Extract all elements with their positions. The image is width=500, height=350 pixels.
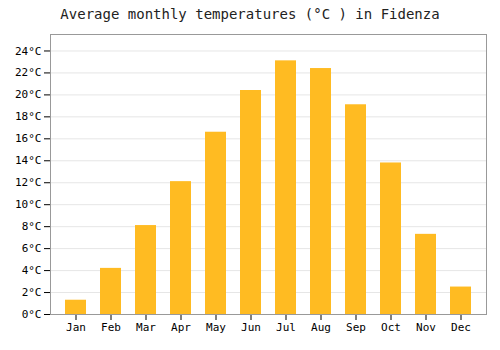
svg-text:14°C: 14°C [15, 154, 42, 167]
svg-text:16°C: 16°C [15, 132, 42, 145]
svg-text:10°C: 10°C [15, 198, 42, 211]
svg-text:May: May [206, 321, 226, 334]
svg-text:Nov: Nov [416, 321, 436, 334]
html-text:Average monthly temperatures (: Average monthly temperatures (°C ) in Fi… [60, 6, 440, 22]
svg-text:18°C: 18°C [15, 110, 42, 123]
svg-text:Feb: Feb [101, 321, 121, 334]
svg-text:0°C: 0°C [22, 308, 42, 321]
svg-text:Dec: Dec [451, 321, 471, 334]
svg-text:6°C: 6°C [22, 242, 42, 255]
svg-text:Jan: Jan [66, 321, 86, 334]
svg-text:4°C: 4°C [22, 264, 42, 277]
svg-text:Apr: Apr [171, 321, 191, 334]
svg-text:12°C: 12°C [15, 176, 42, 189]
svg-text:20°C: 20°C [15, 88, 42, 101]
svg-text:22°C: 22°C [15, 66, 42, 79]
svg-text:Sep: Sep [346, 321, 366, 334]
svg-text:8°C: 8°C [22, 220, 42, 233]
svg-text:24°C: 24°C [15, 44, 42, 57]
svg-text:2°C: 2°C [22, 286, 42, 299]
svg-text:Aug: Aug [311, 321, 331, 334]
svg-text:Jul: Jul [276, 321, 296, 334]
svg-text:Jun: Jun [241, 321, 261, 334]
svg-text:Mar: Mar [136, 321, 156, 334]
svg-text:Oct: Oct [381, 321, 401, 334]
